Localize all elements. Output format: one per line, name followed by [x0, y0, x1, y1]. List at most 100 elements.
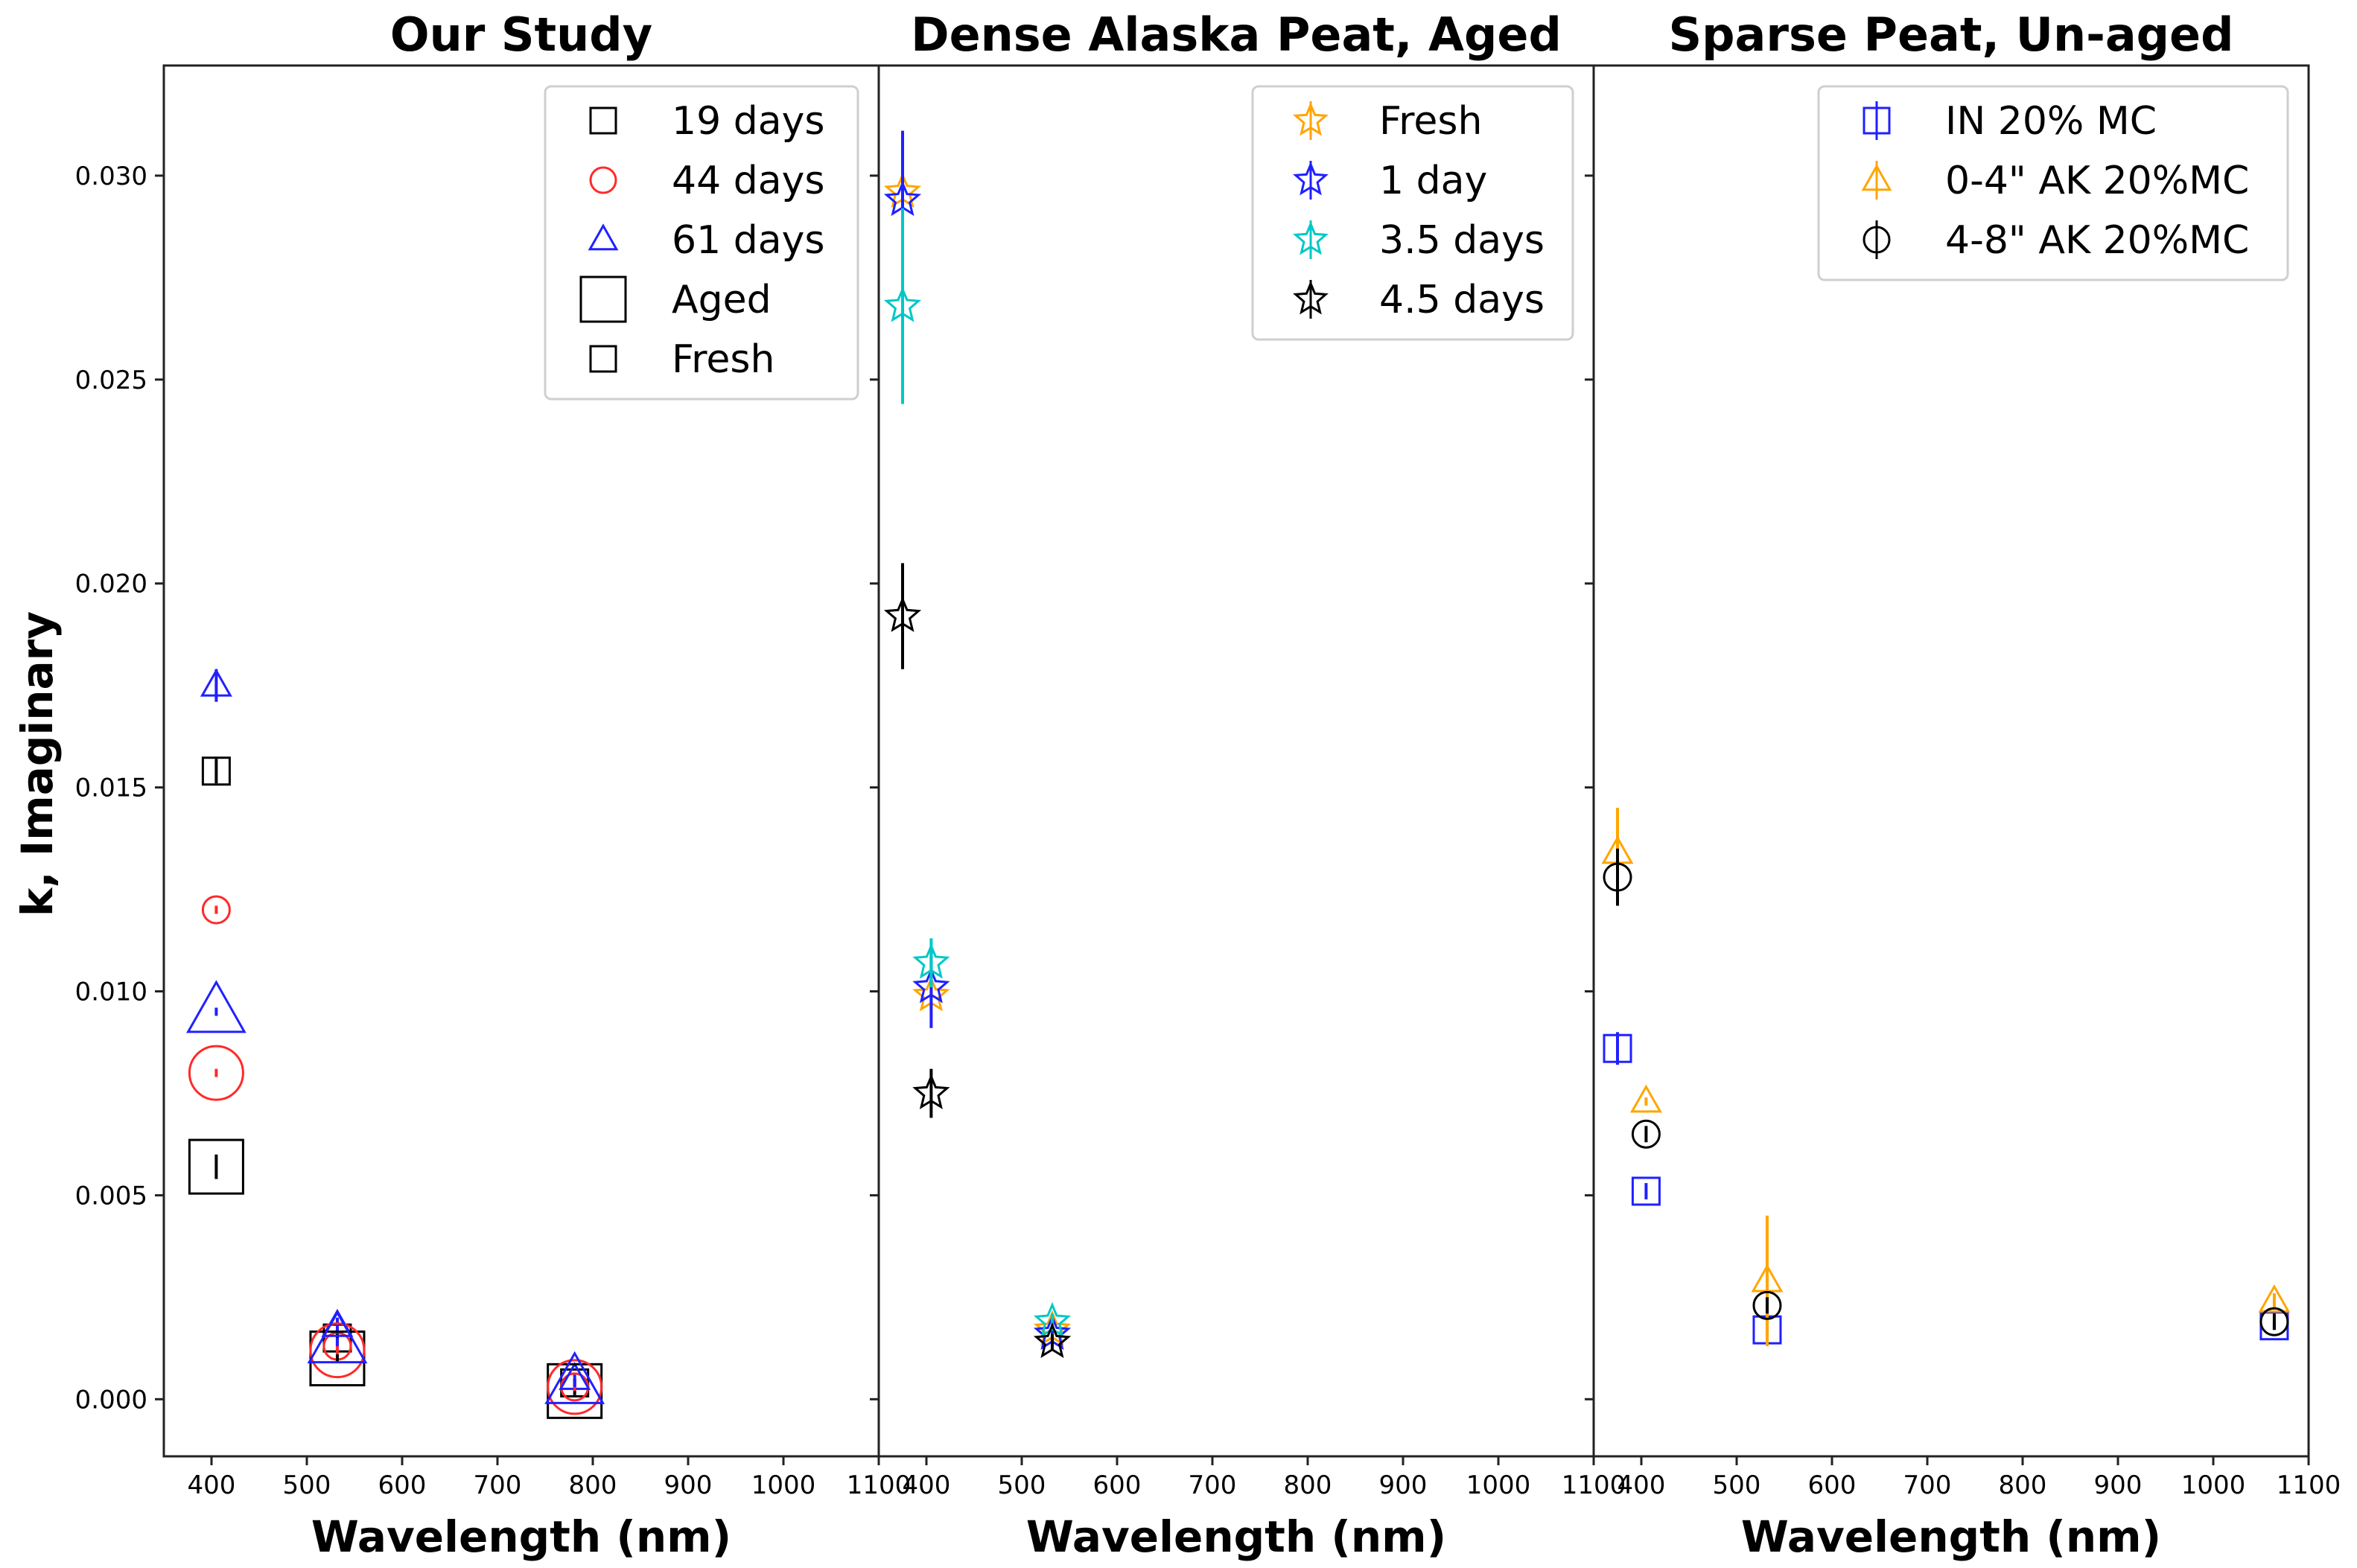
series-0-4-ak-20-mc	[1601, 807, 2291, 1347]
x-tick-label: 800	[1999, 1470, 2047, 1500]
legend-label: 0-4" AK 20%MC	[1945, 159, 2249, 203]
series-1-day	[883, 130, 1072, 1351]
legend-label: Fresh	[1379, 99, 1482, 144]
series-19-days-aged	[188, 1138, 603, 1419]
x-tick-label: 900	[664, 1470, 713, 1500]
x-tick-label: 400	[188, 1470, 236, 1500]
series-4-8-ak-20-mc	[1603, 848, 2289, 1336]
x-tick-label: 400	[1618, 1470, 1666, 1500]
x-tick-label: 1100	[1562, 1470, 1626, 1500]
legend-marker	[1293, 220, 1329, 255]
x-tick-label: 1100	[847, 1470, 912, 1500]
legend: Fresh 1 day 3.5 days 4.5 days	[1251, 85, 1574, 341]
x-tick-label: 700	[1189, 1470, 1237, 1500]
data-point	[309, 1322, 366, 1379]
y-tick-label: 0.025	[75, 366, 147, 395]
series-fresh	[883, 171, 1072, 1346]
x-tick-label: 400	[903, 1470, 951, 1500]
panels-layer: Our Study 400 500 600 700 800 900 1000 1100 Wavel…	[75, 7, 2341, 1562]
y-tick-label: 0.010	[75, 978, 147, 1007]
series-61-days-aged	[186, 980, 605, 1404]
data-point	[307, 1310, 368, 1364]
x-axis-label: Wavelength (nm)	[1741, 1511, 2161, 1562]
x-tick-label: 1000	[751, 1470, 816, 1500]
legend-marker	[589, 345, 617, 373]
legend-box	[1817, 85, 2289, 281]
y-tick-label: 0.005	[75, 1181, 147, 1211]
x-tick-label: 1000	[1466, 1470, 1531, 1500]
x-tick-label: 900	[1379, 1470, 1428, 1500]
x-tick-label: 900	[2094, 1470, 2143, 1500]
series-19-days-fresh	[201, 756, 590, 1398]
legend-marker	[589, 106, 617, 135]
x-tick-label: 1100	[2277, 1470, 2341, 1500]
legend: IN 20% MC 0-4" AK 20%MC 4-8" AK 20%MC	[1817, 85, 2289, 281]
data-point	[1033, 1301, 1072, 1338]
x-tick-label: 500	[998, 1470, 1046, 1500]
data-point	[188, 1045, 244, 1101]
data-point	[547, 1359, 603, 1415]
data-point	[912, 967, 950, 1004]
legend-marker	[579, 275, 627, 323]
data-point	[1752, 1290, 1782, 1320]
y-tick-label: 0.030	[75, 162, 147, 191]
legend-label: 4.5 days	[1379, 278, 1545, 322]
data-point	[912, 1074, 950, 1109]
legend-label: Fresh	[672, 337, 774, 382]
data-point	[883, 596, 922, 632]
x-tick-label: 500	[283, 1470, 331, 1500]
data-point	[1629, 1084, 1662, 1113]
legend-marker	[1863, 106, 1891, 135]
y-tick-label: 0.000	[75, 1385, 147, 1415]
panel-title: Dense Alaska Peat, Aged	[911, 7, 1562, 62]
series-44-days-fresh	[201, 895, 590, 1402]
data-point	[2258, 1284, 2291, 1313]
data-point	[1603, 1033, 1632, 1063]
data-point	[188, 1138, 244, 1195]
y-tick-label: 0.015	[75, 774, 147, 803]
legend-label: IN 20% MC	[1945, 99, 2157, 144]
x-tick-label: 700	[1903, 1470, 1952, 1500]
data-point	[883, 286, 922, 322]
x-tick-label: 700	[474, 1470, 522, 1500]
legend-label: 1 day	[1379, 159, 1487, 203]
data-point	[2259, 1307, 2289, 1336]
x-tick-label: 800	[569, 1470, 617, 1500]
x-tick-label: 600	[378, 1470, 427, 1500]
panel-title: Sparse Peat, Un-aged	[1669, 7, 2234, 62]
data-point	[200, 668, 232, 697]
legend-label: 19 days	[672, 99, 824, 144]
data-point	[544, 1351, 605, 1404]
x-axis-label: Wavelength (nm)	[311, 1511, 731, 1562]
series-in-20-mc	[1603, 1032, 2289, 1345]
data-point	[1631, 1176, 1661, 1206]
legend-label: 44 days	[672, 159, 824, 203]
data-point	[201, 756, 231, 786]
data-point	[201, 895, 231, 925]
series-3-5-days	[883, 208, 1072, 1338]
data-point	[1033, 1322, 1072, 1358]
legend-marker	[1293, 101, 1329, 136]
plot-frame	[1592, 64, 2310, 1458]
data-point	[186, 980, 246, 1033]
series-4-5-days	[883, 563, 1072, 1358]
legend-marker	[588, 223, 619, 251]
series-61-days-fresh	[200, 668, 591, 1390]
legend-label: 4-8" AK 20%MC	[1945, 218, 2249, 263]
data-point	[912, 943, 950, 979]
y-axis-label: k, Imaginary	[12, 611, 63, 917]
legend-marker	[1861, 164, 1892, 191]
data-point	[883, 180, 922, 217]
legend-label: 61 days	[672, 218, 824, 263]
legend-label: Aged	[672, 278, 772, 322]
panel-3: Sparse Peat, Un-aged 400 500 600 700 800 900 10…	[1585, 7, 2341, 1562]
x-axis-label: Wavelength (nm)	[1026, 1511, 1446, 1562]
legend: 19 days 44 days 61 days Aged Fresh	[544, 85, 859, 401]
panel-title: Our Study	[390, 7, 652, 62]
legend-marker	[589, 166, 617, 194]
legend-label: 3.5 days	[1379, 218, 1545, 263]
panel-2: Dense Alaska Peat, Aged 400 500 600 700 800 90…	[870, 7, 1626, 1562]
series-44-days-aged	[188, 1045, 603, 1415]
legend-marker	[1293, 161, 1329, 196]
